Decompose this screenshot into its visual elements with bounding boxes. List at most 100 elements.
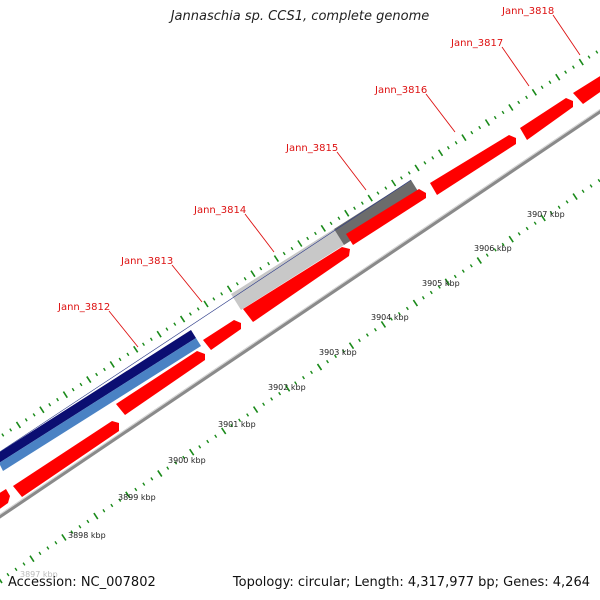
gene-arrow[interactable] [0,489,10,513]
major-tick [203,300,209,308]
minor-tick [118,357,122,362]
major-tick [444,278,450,286]
gene-leader-line [552,14,581,56]
major-tick [348,342,355,350]
minor-tick [572,65,575,69]
minor-tick [389,317,393,321]
major-tick [125,491,131,499]
minor-tick [270,397,274,401]
minor-tick [517,232,521,236]
minor-tick [501,242,505,247]
major-tick [297,240,303,247]
minor-tick [71,387,75,392]
major-tick [273,255,280,263]
minor-tick [469,264,473,268]
minor-tick [373,328,377,332]
gene-arrow[interactable] [203,320,241,350]
minor-tick [6,572,10,577]
major-tick [156,330,162,338]
minor-tick [126,352,130,357]
inner-tick-track [0,178,600,584]
minor-tick [405,306,409,311]
kbp-label: 3899 kbp [118,493,156,502]
minor-tick [431,156,435,160]
highlight-band-dark-blue[interactable] [0,330,196,463]
minor-tick [230,423,234,428]
minor-tick [48,403,52,407]
highlight-band-edge [0,179,412,453]
minor-tick [454,141,458,145]
minor-tick [493,248,497,252]
major-tick [391,179,397,187]
minor-tick [95,372,99,377]
gene-arrow[interactable] [13,421,119,497]
gene-arrow[interactable] [116,351,205,415]
kbp-label: 3907 kbp [527,210,565,219]
minor-tick [206,439,210,444]
kbp-label: 3903 kbp [319,348,357,357]
highlight-band-light-blue[interactable] [0,338,201,471]
major-tick [61,533,67,541]
major-tick [62,391,68,399]
minor-tick [533,221,537,225]
minor-tick [102,509,106,513]
gene-label[interactable]: Jann_3817 [450,38,503,49]
minor-tick [501,110,505,115]
major-tick [344,209,350,217]
minor-tick [9,428,13,432]
gene-arrow[interactable] [430,135,516,195]
kbp-label: 3901 kbp [218,420,256,429]
minor-tick [212,297,216,301]
minor-tick [461,269,465,273]
minor-tick [188,312,192,316]
minor-tick [22,562,26,566]
kbp-label: 3905 kbp [422,279,460,288]
gene-leader-line [244,213,275,253]
minor-tick [165,327,169,331]
minor-tick [384,186,388,190]
minor-tick [182,455,186,460]
minor-tick [110,503,114,508]
major-tick [437,149,444,157]
minor-tick [142,342,145,346]
major-tick [508,103,514,111]
gene-label[interactable]: Jann_3813 [120,256,173,267]
minor-tick [134,487,138,492]
gene-label[interactable]: Jann_3815 [285,143,338,154]
minor-tick [56,397,59,402]
minor-tick [173,322,177,326]
gene-label[interactable]: Jann_3818 [501,6,554,17]
major-tick [412,299,419,307]
minor-tick [306,236,310,241]
major-tick [380,320,387,328]
minor-tick [259,266,263,271]
gene-label[interactable]: Jann_3816 [374,85,427,96]
major-tick [133,345,139,353]
minor-tick [446,146,450,150]
gene-arrow[interactable] [573,73,600,104]
gene-label[interactable]: Jann_3814 [193,205,246,216]
accession-text: Accession: NC_007802 [8,575,156,590]
highlight-band-light-gray[interactable] [231,229,344,310]
minor-tick [198,445,202,449]
gene-arrow[interactable] [346,189,426,245]
minor-tick [470,130,474,135]
minor-tick [423,161,427,165]
gene-leader-line [425,93,456,133]
gene-arrow[interactable] [520,98,573,140]
minor-tick [294,381,297,385]
minor-tick [400,176,403,180]
minor-tick [407,171,411,175]
minor-tick [595,50,599,54]
gene-label[interactable]: Jann_3812 [57,302,110,313]
major-tick [484,119,491,127]
minor-tick [376,191,380,195]
minor-tick [334,354,337,359]
gene-arrow[interactable] [243,247,350,322]
minor-tick [337,216,341,220]
minor-tick [549,210,553,215]
minor-tick [78,525,82,529]
gene-leader-line [171,264,203,303]
minor-tick [329,221,333,226]
